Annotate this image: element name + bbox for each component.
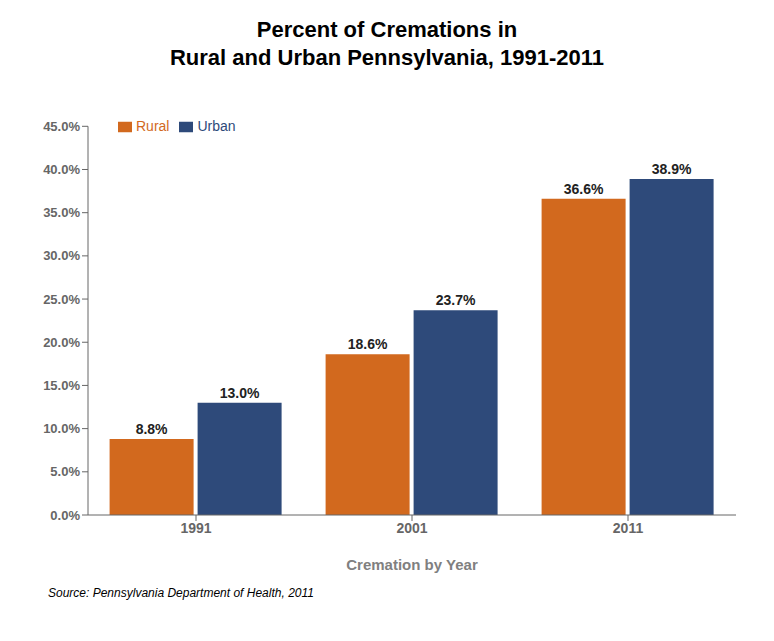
- svg-text:18.6%: 18.6%: [348, 336, 388, 352]
- svg-text:13.0%: 13.0%: [220, 385, 260, 401]
- svg-text:38.9%: 38.9%: [652, 161, 692, 177]
- svg-text:2011: 2011: [613, 520, 644, 536]
- html-text:Urban: Urban: [197, 118, 236, 134]
- svg-text:0.0%: 0.0%: [50, 508, 80, 523]
- svg-text:30.0%: 30.0%: [43, 248, 80, 263]
- svg-text:45.0%: 45.0%: [43, 119, 80, 134]
- svg-text:40.0%: 40.0%: [43, 162, 80, 177]
- html-text:Source: Pennsylvania Departmen: Source: Pennsylvania Department of Healt…: [48, 586, 314, 600]
- svg-text:23.7%: 23.7%: [436, 292, 476, 308]
- html-text:Rural and Urban Pennsylvania,: Rural and Urban Pennsylvania, 1991-2011: [170, 45, 604, 70]
- svg-text:36.6%: 36.6%: [564, 181, 604, 197]
- svg-text:35.0%: 35.0%: [43, 205, 80, 220]
- html-text:Percent of Cremations in: Percent of Cremations in: [256, 17, 518, 42]
- svg-text:25.0%: 25.0%: [43, 292, 80, 307]
- svg-text:15.0%: 15.0%: [43, 378, 80, 393]
- svg-text:1991: 1991: [180, 520, 211, 536]
- svg-text:10.0%: 10.0%: [43, 421, 80, 436]
- svg-text:5.0%: 5.0%: [50, 464, 80, 479]
- html-text:Rural: Rural: [136, 118, 170, 134]
- svg-text:Cremation by Year: Cremation by Year: [346, 556, 478, 573]
- svg-text:8.8%: 8.8%: [136, 421, 168, 437]
- svg-text:20.0%: 20.0%: [43, 335, 80, 350]
- svg-text:2001: 2001: [396, 520, 427, 536]
